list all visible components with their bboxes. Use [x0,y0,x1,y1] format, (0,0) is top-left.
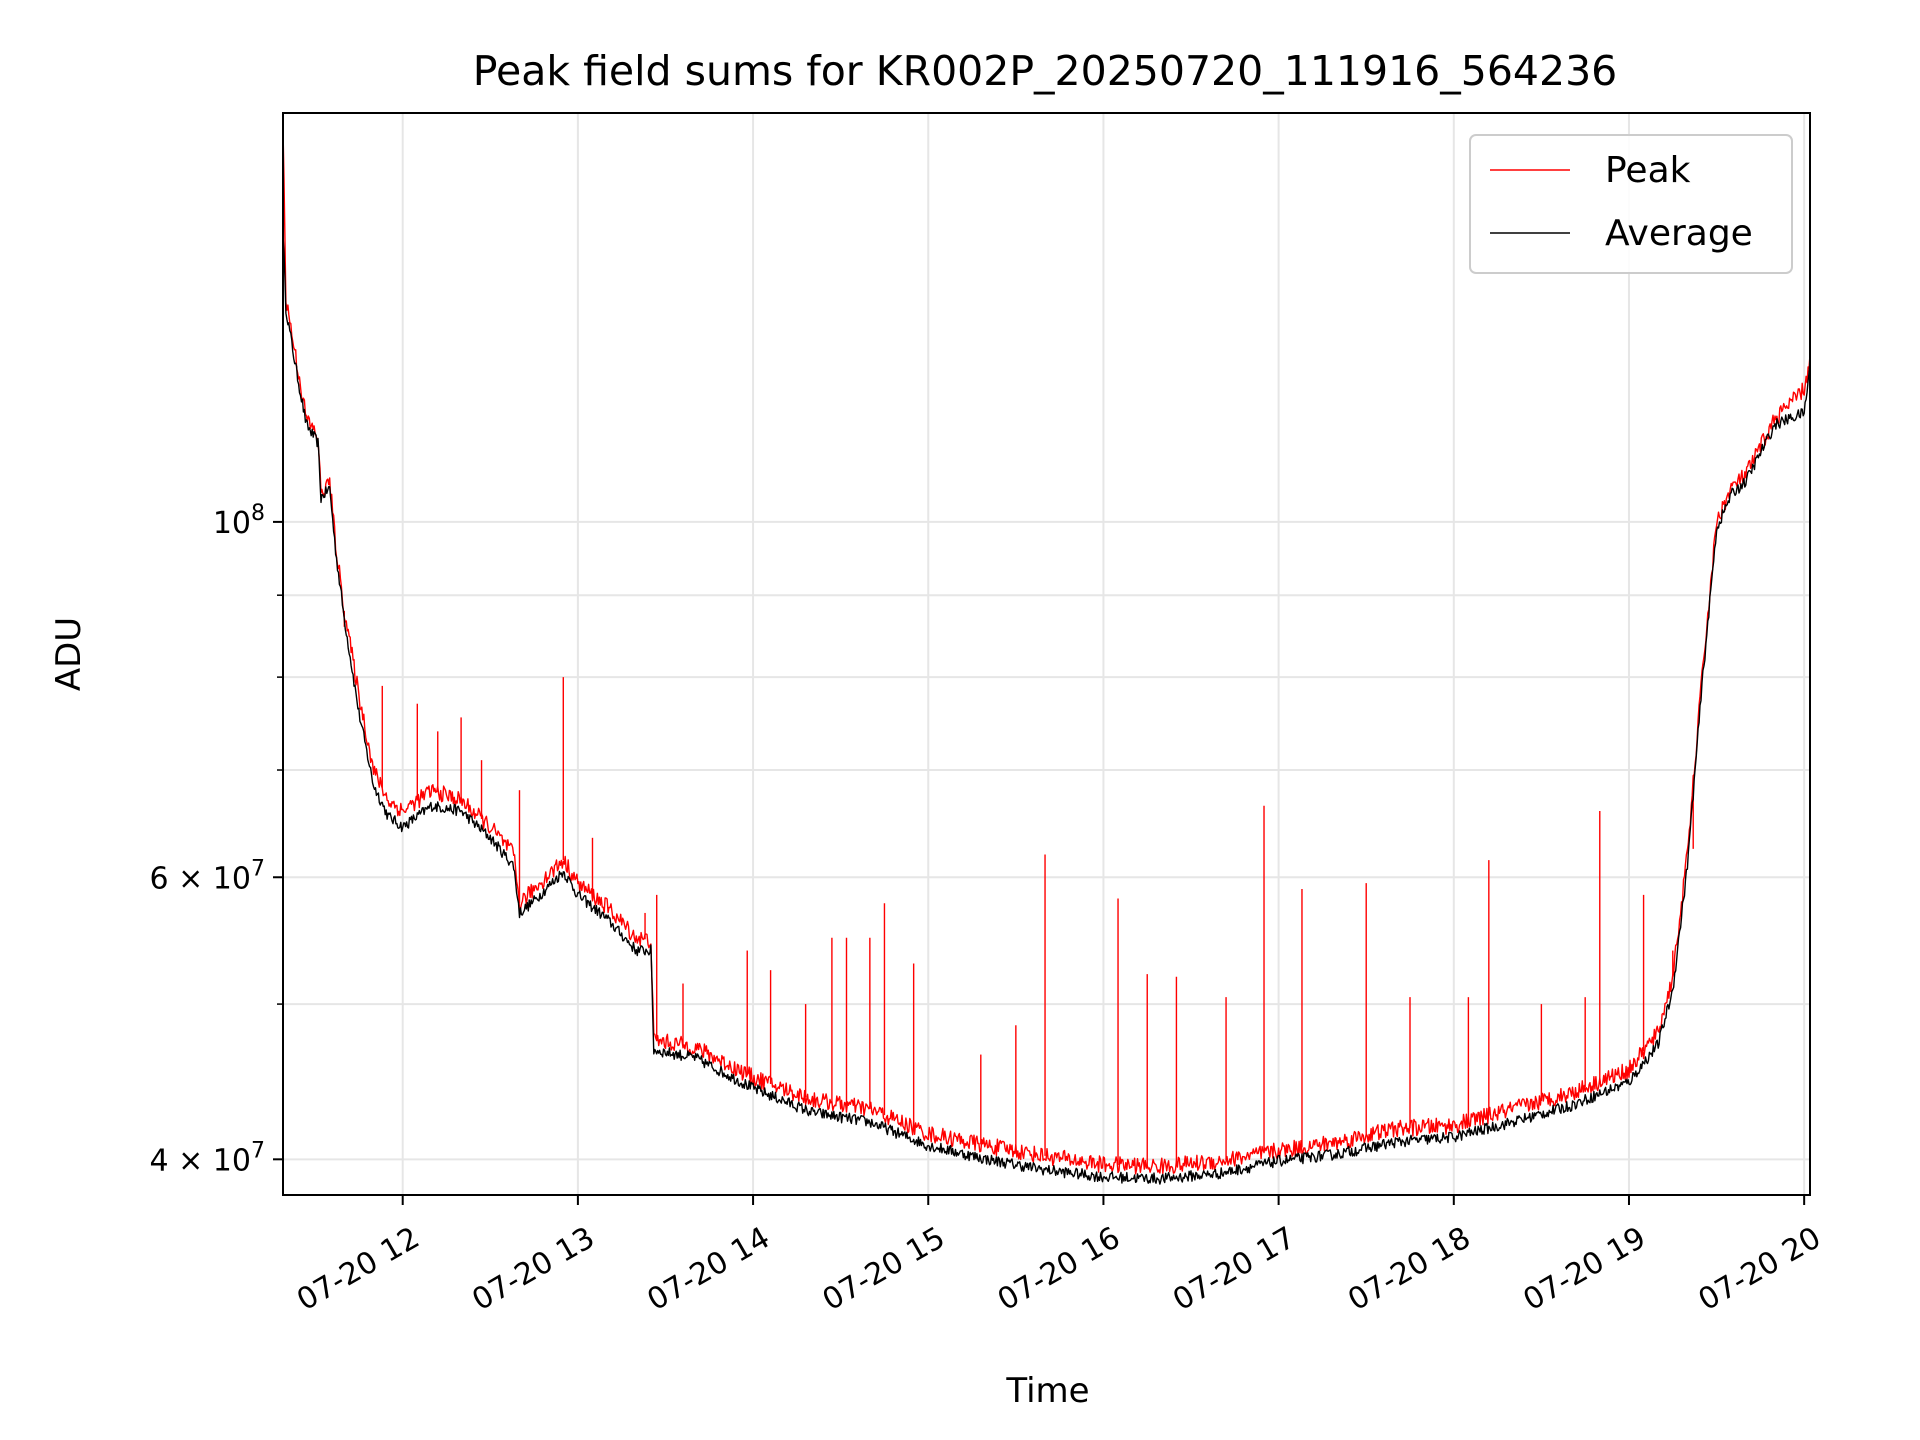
y-tick-label-base: 4 × 10 [150,1143,251,1178]
series-line-peak [283,129,1810,1175]
x-axis-label: Time [1005,1371,1089,1411]
series-line-average [283,235,1810,1185]
y-tick-label-exponent: 7 [251,856,265,881]
y-tick-label-exponent: 7 [251,1138,265,1163]
y-axis-label: ADU [49,617,89,691]
y-tick-label: 6 × 107 [150,856,265,896]
grid-lines [283,113,1810,1195]
chart-title: Peak field sums for KR002P_20250720_1119… [473,47,1618,95]
plot-frame [282,112,1811,1196]
y-tick-label-base: 10 [213,506,251,541]
series-layer [283,129,1810,1185]
legend: Peak Average [1469,134,1793,274]
y-tick-label-exponent: 8 [251,501,265,526]
y-tick-label-base: 6 × 10 [150,861,251,896]
y-tick-label: 108 [213,501,265,541]
legend-label-peak: Peak [1605,150,1691,191]
y-tick-label: 4 × 107 [150,1138,265,1178]
legend-label-average: Average [1605,213,1753,254]
